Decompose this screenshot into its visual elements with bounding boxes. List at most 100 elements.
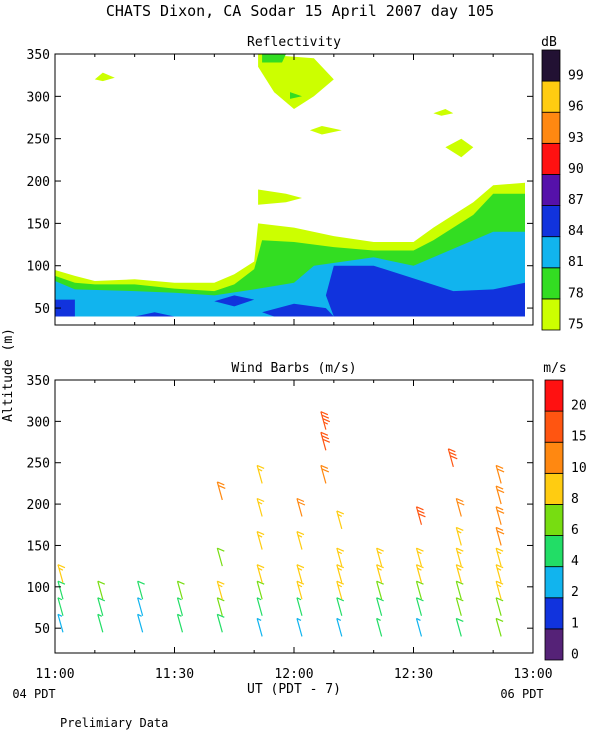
wind-barb-feather [495,580,504,585]
wind-barb [216,613,225,633]
wind-barb [376,617,383,637]
wind-barb [455,564,464,583]
wind-barb-feather [456,497,464,503]
wind-colorbar-label: 8 [571,492,579,507]
wind-barb-feather [336,547,345,552]
wind-barb-feather [418,513,426,518]
reflectivity-ytick-label: 250 [27,133,50,148]
wind-barb-feather [336,564,345,569]
wind-barb-half-feather [337,584,343,588]
wind-barb [376,597,384,616]
wind-barb-feather [496,468,505,473]
wind-barb-shaft [97,597,104,616]
wind-panel: Wind Barbs (m/s) 11:00 11:30 12:00 12:30 13:… [27,361,587,682]
wind-barb [97,597,106,616]
wind-barb [495,597,504,616]
reflectivity-ytick-label: 150 [27,217,50,232]
wind-barb-shaft [336,581,343,600]
wind-barb-feather [456,617,464,623]
wind-barb-shaft [296,564,303,583]
wind-xtick-label: 12:00 [274,667,313,682]
wind-barb-feather [256,580,265,585]
wind-barb-shaft [57,614,64,633]
wind-barb-shaft [216,547,223,567]
wind-colorbar: 0 1 2 4 6 8 10 15 20 [544,379,587,662]
wind-barb [57,580,66,600]
wind-colorbar-swatch [544,566,564,599]
wind-barb [415,564,424,583]
wind-barb-shaft [455,581,462,600]
reflectivity-colorbar-label: 81 [568,255,584,270]
reflectivity-contour-84 [134,312,175,317]
reflectivity-contour-84 [55,299,75,317]
wind-barb-feather [416,506,424,511]
wind-barb-shaft [495,581,502,600]
wind-barb-shaft [336,510,343,530]
wind-barb-shaft [495,547,502,567]
reflectivity-colorbar-swatch [541,236,561,269]
wind-barb-feather [218,484,226,490]
wind-barb-half-feather [297,534,303,538]
wind-barb-shaft [455,547,462,567]
wind-barb-shaft [415,547,423,567]
wind-barb [256,497,265,517]
wind-barb [97,580,106,600]
wind-barb-shaft [296,531,303,550]
wind-barb [495,526,505,546]
wind-barb [296,497,306,517]
wind-barb-shaft [495,485,502,505]
wind-barb-shaft [376,597,383,616]
wind-barb-shaft [256,581,263,600]
wind-barb-shaft [376,581,383,600]
reflectivity-contour-84 [325,265,525,317]
wind-barb-feather [217,481,225,486]
wind-barb-half-feather [417,567,422,571]
wind-barb-half-feather [256,617,262,621]
wind-barb-half-feather [377,567,382,571]
wind-barb-half-feather [257,468,263,472]
wind-barb-half-feather [496,567,502,571]
wind-barb [336,510,345,530]
reflectivity-colorbar-label: 87 [568,193,584,208]
wind-barb-feather [320,464,329,469]
wind-barb-half-feather [256,597,262,601]
wind-barb [415,617,423,637]
wind-barb-feather [416,580,424,585]
wind-barb-feather [376,597,384,602]
wind-barb-shaft [256,498,263,517]
wind-barb-shaft [296,618,303,637]
wind-barb [256,580,265,600]
wind-barb-feather [217,580,225,585]
wind-barb [495,580,504,600]
wind-barb-feather [376,564,384,569]
wind-barb-feather [495,485,504,490]
wind-barb-shaft [137,581,144,600]
wind-barb-feather [296,531,305,536]
wind-barb [376,564,384,583]
wind-barb-shaft [455,498,462,517]
wind-barb [495,564,504,583]
wind-barb [336,580,345,600]
wind-barb-shaft [455,618,462,637]
reflectivity-contour-75 [94,72,115,82]
wind-barb-shaft [415,597,423,616]
wind-barb [256,564,265,583]
wind-ytick-label: 100 [27,581,50,596]
reflectivity-title: Reflectivity [247,35,341,50]
wind-barb-half-feather [323,421,329,425]
wind-barb-feather [495,526,504,532]
wind-barb-half-feather [337,567,343,571]
wind-colorbar-label: 10 [571,461,587,476]
wind-barb-feather [217,597,225,602]
wind-barb [415,597,424,616]
wind-barb [495,506,505,525]
wind-barb-feather [296,564,305,569]
wind-barb-feather [320,431,329,436]
wind-barb [455,547,464,567]
xaxis-label: UT (PDT - 7) [247,682,341,697]
wind-barb-half-feather [57,597,63,601]
wind-barb-half-feather [457,551,462,555]
wind-barb-shaft [137,597,144,616]
wind-barb-feather [449,451,457,456]
wind-barb-shaft [376,547,383,567]
